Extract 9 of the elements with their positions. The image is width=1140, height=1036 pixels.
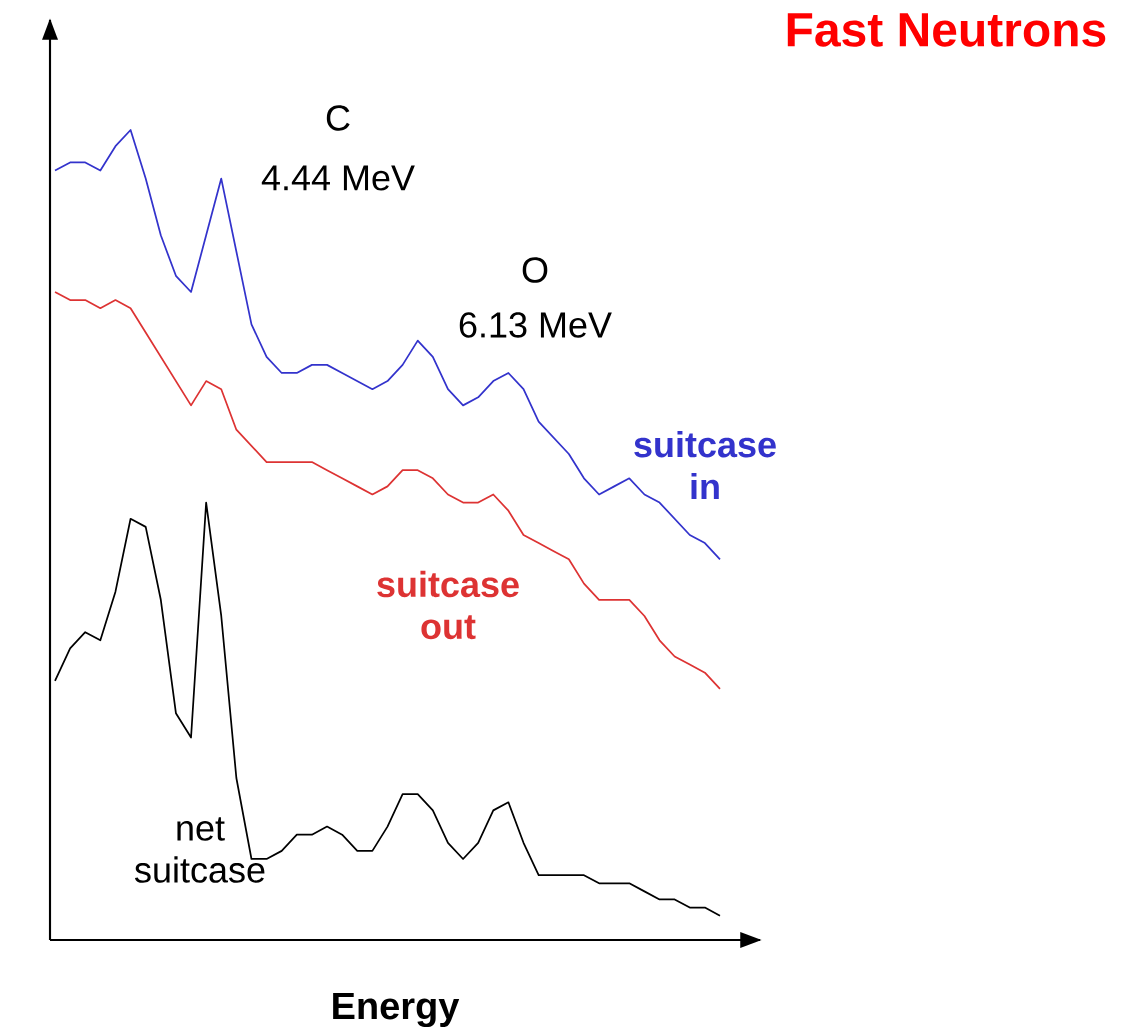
x-axis-title: Energy: [333, 992, 460, 1028]
series-label: suitcase in: [634, 430, 776, 500]
series-label: net suitcase: [134, 817, 265, 883]
annotation: O: [522, 257, 548, 283]
annotation: 4.44 MeV: [261, 165, 415, 191]
annotation: 6.13 MeV: [459, 312, 612, 338]
series-label: suitcase out: [377, 570, 519, 640]
text: Fast Neutrons: [787, 13, 1106, 47]
annotation: C: [326, 105, 350, 131]
